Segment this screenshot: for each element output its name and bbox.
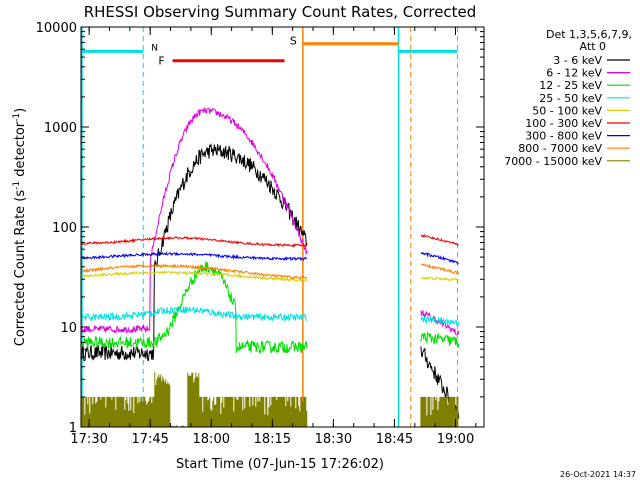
series-trace-b (420, 276, 460, 282)
legend-entry-label: 50 - 100 keV (532, 104, 602, 117)
x-axis-label: Start Time (07-Jun-15 17:26:02) (176, 457, 384, 472)
legend-entry-label: 3 - 6 keV (553, 54, 602, 67)
y-axis-label-sup2: -1 (12, 113, 22, 122)
y-axis-label-mid: detector (13, 121, 28, 181)
y-tick-label: 1 (69, 421, 77, 436)
series-7000-15000-kev (81, 372, 459, 427)
series-trace-a (81, 107, 308, 335)
y-axis-label-end: ) (13, 108, 28, 113)
axis-ticks: 17:30 17:45 18:00 18:15 18:30 18:45 19:00 1 10 10… (36, 21, 484, 447)
y-tick-label: 10000 (36, 21, 77, 36)
series-trace-a (81, 235, 308, 248)
series-trace-b (420, 315, 460, 326)
y-axis-label: Corrected Count Rate (s-1 detector-1) (12, 108, 28, 346)
legend-header-detectors: Det 1,3,5,6,7,9, (546, 28, 632, 41)
x-tick-label: 19:00 (437, 432, 474, 447)
series-300-800-kev (81, 251, 459, 265)
event-markers: NF S (81, 35, 458, 68)
y-tick-label: 1000 (44, 121, 77, 136)
series-800-7000-kev (81, 263, 460, 280)
y-tick-label: 100 (52, 221, 77, 236)
legend-entry-label: 12 - 25 keV (539, 79, 602, 92)
x-tick-label: 18:45 (376, 432, 413, 447)
legend-entry-label: 300 - 800 keV (525, 130, 602, 143)
series-50-100-kev (81, 270, 460, 283)
x-tick-label: 17:30 (70, 432, 107, 447)
y-tick-label: 10 (60, 321, 77, 336)
series-trace-b (420, 251, 459, 265)
series-trace-a (81, 261, 308, 354)
observing-bands (81, 27, 459, 427)
legend-entry-label: 7000 - 15000 keV (504, 155, 602, 168)
legend-header-attenuator: Att 0 (580, 40, 606, 53)
series-100-300-kev (81, 233, 459, 248)
x-tick-label: 17:45 (131, 432, 168, 447)
series-trace-a (81, 305, 308, 323)
series-6-12-kev (81, 107, 460, 335)
series-3-6-kev (81, 142, 460, 419)
x-tick-label: 18:15 (254, 432, 291, 447)
series-trace-a (81, 142, 308, 362)
legend-entry-label: 6 - 12 keV (546, 67, 602, 80)
y-axis-label-main: Corrected Count Rate (s (13, 190, 28, 347)
night-marker-label: N (151, 43, 158, 53)
footer-date: 26-Oct-2021 14:37 (560, 470, 636, 479)
series-trace-a (81, 263, 308, 280)
series-25-50-kev (81, 305, 460, 326)
series-trace-b (420, 331, 460, 350)
chart-title: RHESSI Observing Summary Count Rates, Co… (84, 3, 477, 21)
flare-marker-label: F (158, 55, 164, 68)
saa-marker-label: S (290, 35, 297, 48)
legend-entry-label: 25 - 50 keV (539, 92, 602, 105)
legend-entry-label: 100 - 300 keV (525, 117, 602, 130)
x-tick-label: 18:30 (315, 432, 352, 447)
y-axis-label-sup1: -1 (12, 181, 22, 190)
series-trace-a (81, 270, 308, 283)
x-tick-label: 18:00 (193, 432, 230, 447)
series-trace (81, 372, 459, 427)
series-trace-b (420, 263, 460, 275)
plot-frame (80, 26, 485, 428)
data-series (81, 107, 460, 427)
series-trace-b (420, 233, 459, 246)
series-12-25-kev (81, 261, 460, 354)
series-trace-a (81, 251, 308, 262)
legend-entry-label: 800 - 7000 keV (518, 142, 602, 155)
